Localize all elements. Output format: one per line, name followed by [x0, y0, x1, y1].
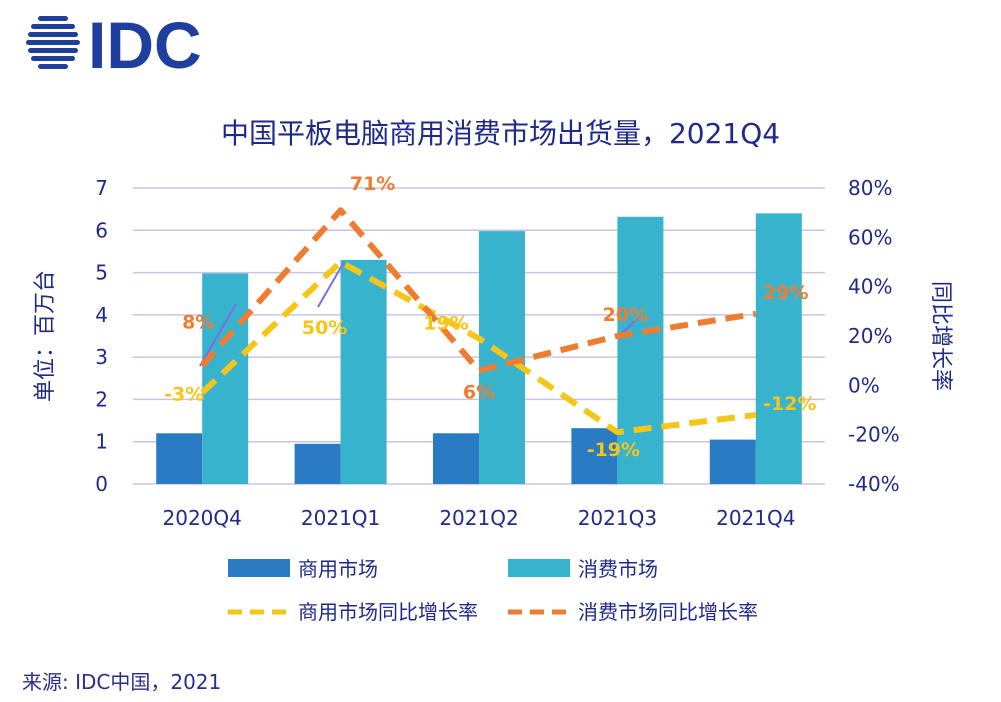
commercial-growth-label: 50%	[302, 317, 347, 339]
y-tick-label: 2	[95, 387, 108, 411]
x-tick-label: 2020Q4	[163, 506, 242, 530]
commercial-growth-label: -19%	[587, 439, 640, 461]
connector-mark	[317, 261, 345, 308]
bar-commercial	[571, 428, 618, 484]
consumer-growth-label: 71%	[350, 173, 395, 195]
idc-logo: IDC	[26, 10, 202, 72]
bar-commercial	[709, 439, 756, 484]
commercial-growth-line	[200, 259, 757, 436]
commercial-growth-label: -3%	[164, 384, 204, 406]
y2-tick-label: 60%	[848, 225, 892, 249]
legend-commercial-label: 商用市场	[298, 557, 378, 581]
chart-title: 中国平板电脑商用消费市场出货量，2021Q4	[220, 117, 781, 150]
y-tick-label: 5	[95, 261, 108, 285]
consumer-growth-label: 20%	[603, 304, 648, 326]
y2-tick-label: 40%	[848, 275, 892, 299]
source-note: 来源: IDC中国，2021	[22, 670, 222, 694]
legend-consumer-label: 消费市场	[578, 557, 658, 581]
y-tick-label: 3	[95, 345, 108, 369]
consumer-growth-label: 8%	[182, 312, 214, 334]
commercial-growth-label: -12%	[763, 393, 816, 415]
y-tick-label: 7	[95, 176, 108, 200]
y-tick-label: 6	[95, 218, 108, 242]
bar-commercial	[156, 433, 203, 484]
x-tick-label: 2021Q2	[439, 506, 518, 530]
y-tick-label: 1	[95, 430, 108, 454]
commercial-growth-label: 19%	[423, 312, 468, 334]
legend-consumer-growth-label: 消费市场同比增长率	[578, 600, 758, 624]
y2-tick-label: -40%	[848, 472, 900, 496]
x-tick-label: 2021Q1	[301, 506, 380, 530]
bar-consumer	[755, 213, 802, 484]
connector-mark	[199, 303, 237, 367]
consumer-growth-label: 6%	[463, 382, 495, 404]
bar-consumer	[340, 259, 387, 484]
legend-commercial-swatch	[228, 559, 290, 577]
idc-logo-text: IDC	[88, 10, 202, 72]
y2-tick-label: 0%	[848, 373, 880, 397]
x-tick-label: 2021Q3	[578, 506, 657, 530]
consumer-growth-label: 29%	[763, 282, 808, 304]
y-axis-title: 单位：百万台	[33, 270, 58, 402]
legend-commercial-growth-label: 商用市场同比增长率	[298, 600, 478, 624]
y2-tick-label: 20%	[848, 324, 892, 348]
y2-axis-title: 同比增长率	[928, 281, 953, 391]
bar-consumer	[202, 273, 249, 484]
bar-commercial	[294, 443, 341, 484]
y-tick-label: 0	[95, 472, 108, 496]
y-tick-label: 4	[95, 303, 108, 327]
y2-tick-label: 80%	[848, 176, 892, 200]
x-tick-label: 2021Q4	[716, 506, 795, 530]
legend-consumer-swatch	[508, 559, 570, 577]
y2-tick-label: -20%	[848, 423, 900, 447]
bar-commercial	[433, 433, 479, 484]
bar-consumer	[617, 216, 664, 485]
